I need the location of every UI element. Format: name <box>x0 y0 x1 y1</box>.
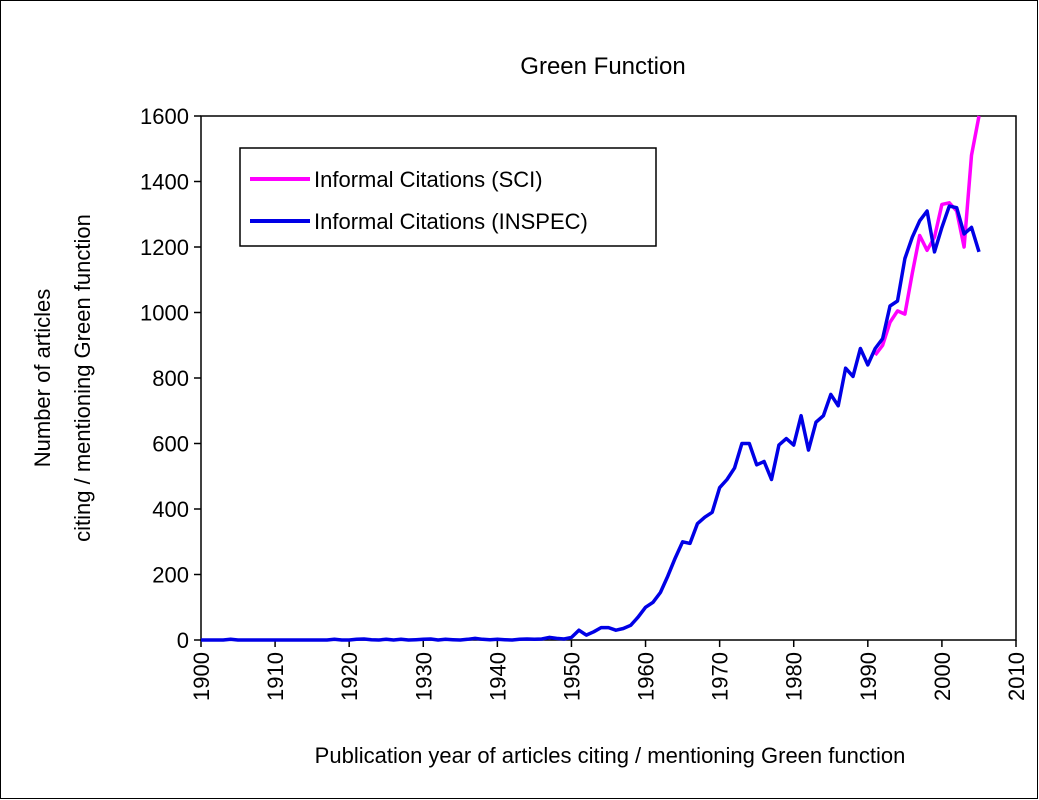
y-tick-label: 0 <box>177 628 189 653</box>
y-tick-label: 800 <box>152 366 189 391</box>
y-tick-label: 400 <box>152 497 189 522</box>
x-tick-label: 1960 <box>634 652 659 701</box>
y-tick-label: 1400 <box>140 170 189 195</box>
y-tick-label: 1200 <box>140 235 189 260</box>
y-axis-label: Number of articles <box>30 289 55 468</box>
x-tick-label: 1940 <box>485 652 510 701</box>
x-tick-label: 1980 <box>782 652 807 701</box>
x-tick-label: 1900 <box>189 652 214 701</box>
y-tick-label: 1000 <box>140 301 189 326</box>
series-line <box>201 204 981 642</box>
x-tick-label: 2000 <box>930 652 955 701</box>
series-line <box>873 115 981 357</box>
legend-label: Informal Citations (INSPEC) <box>314 209 588 234</box>
y-tick-label: 1600 <box>140 104 189 129</box>
x-tick-label: 1950 <box>559 652 584 701</box>
x-tick-label: 1930 <box>411 652 436 701</box>
y-tick-label: 600 <box>152 432 189 457</box>
legend-label: Informal Citations (SCI) <box>314 167 543 192</box>
legend <box>239 147 657 247</box>
chart-title: Green Function <box>520 53 685 80</box>
y-axis-label: citing / mentioning Green function <box>70 214 95 542</box>
x-axis-label: Publication year of articles citing / me… <box>315 743 906 768</box>
x-tick-label: 1970 <box>708 652 733 701</box>
x-tick-label: 2010 <box>1004 652 1029 701</box>
x-tick-label: 1920 <box>337 652 362 701</box>
x-tick-label: 1910 <box>263 652 288 701</box>
x-tick-label: 1990 <box>856 652 881 701</box>
y-tick-label: 200 <box>152 563 189 588</box>
